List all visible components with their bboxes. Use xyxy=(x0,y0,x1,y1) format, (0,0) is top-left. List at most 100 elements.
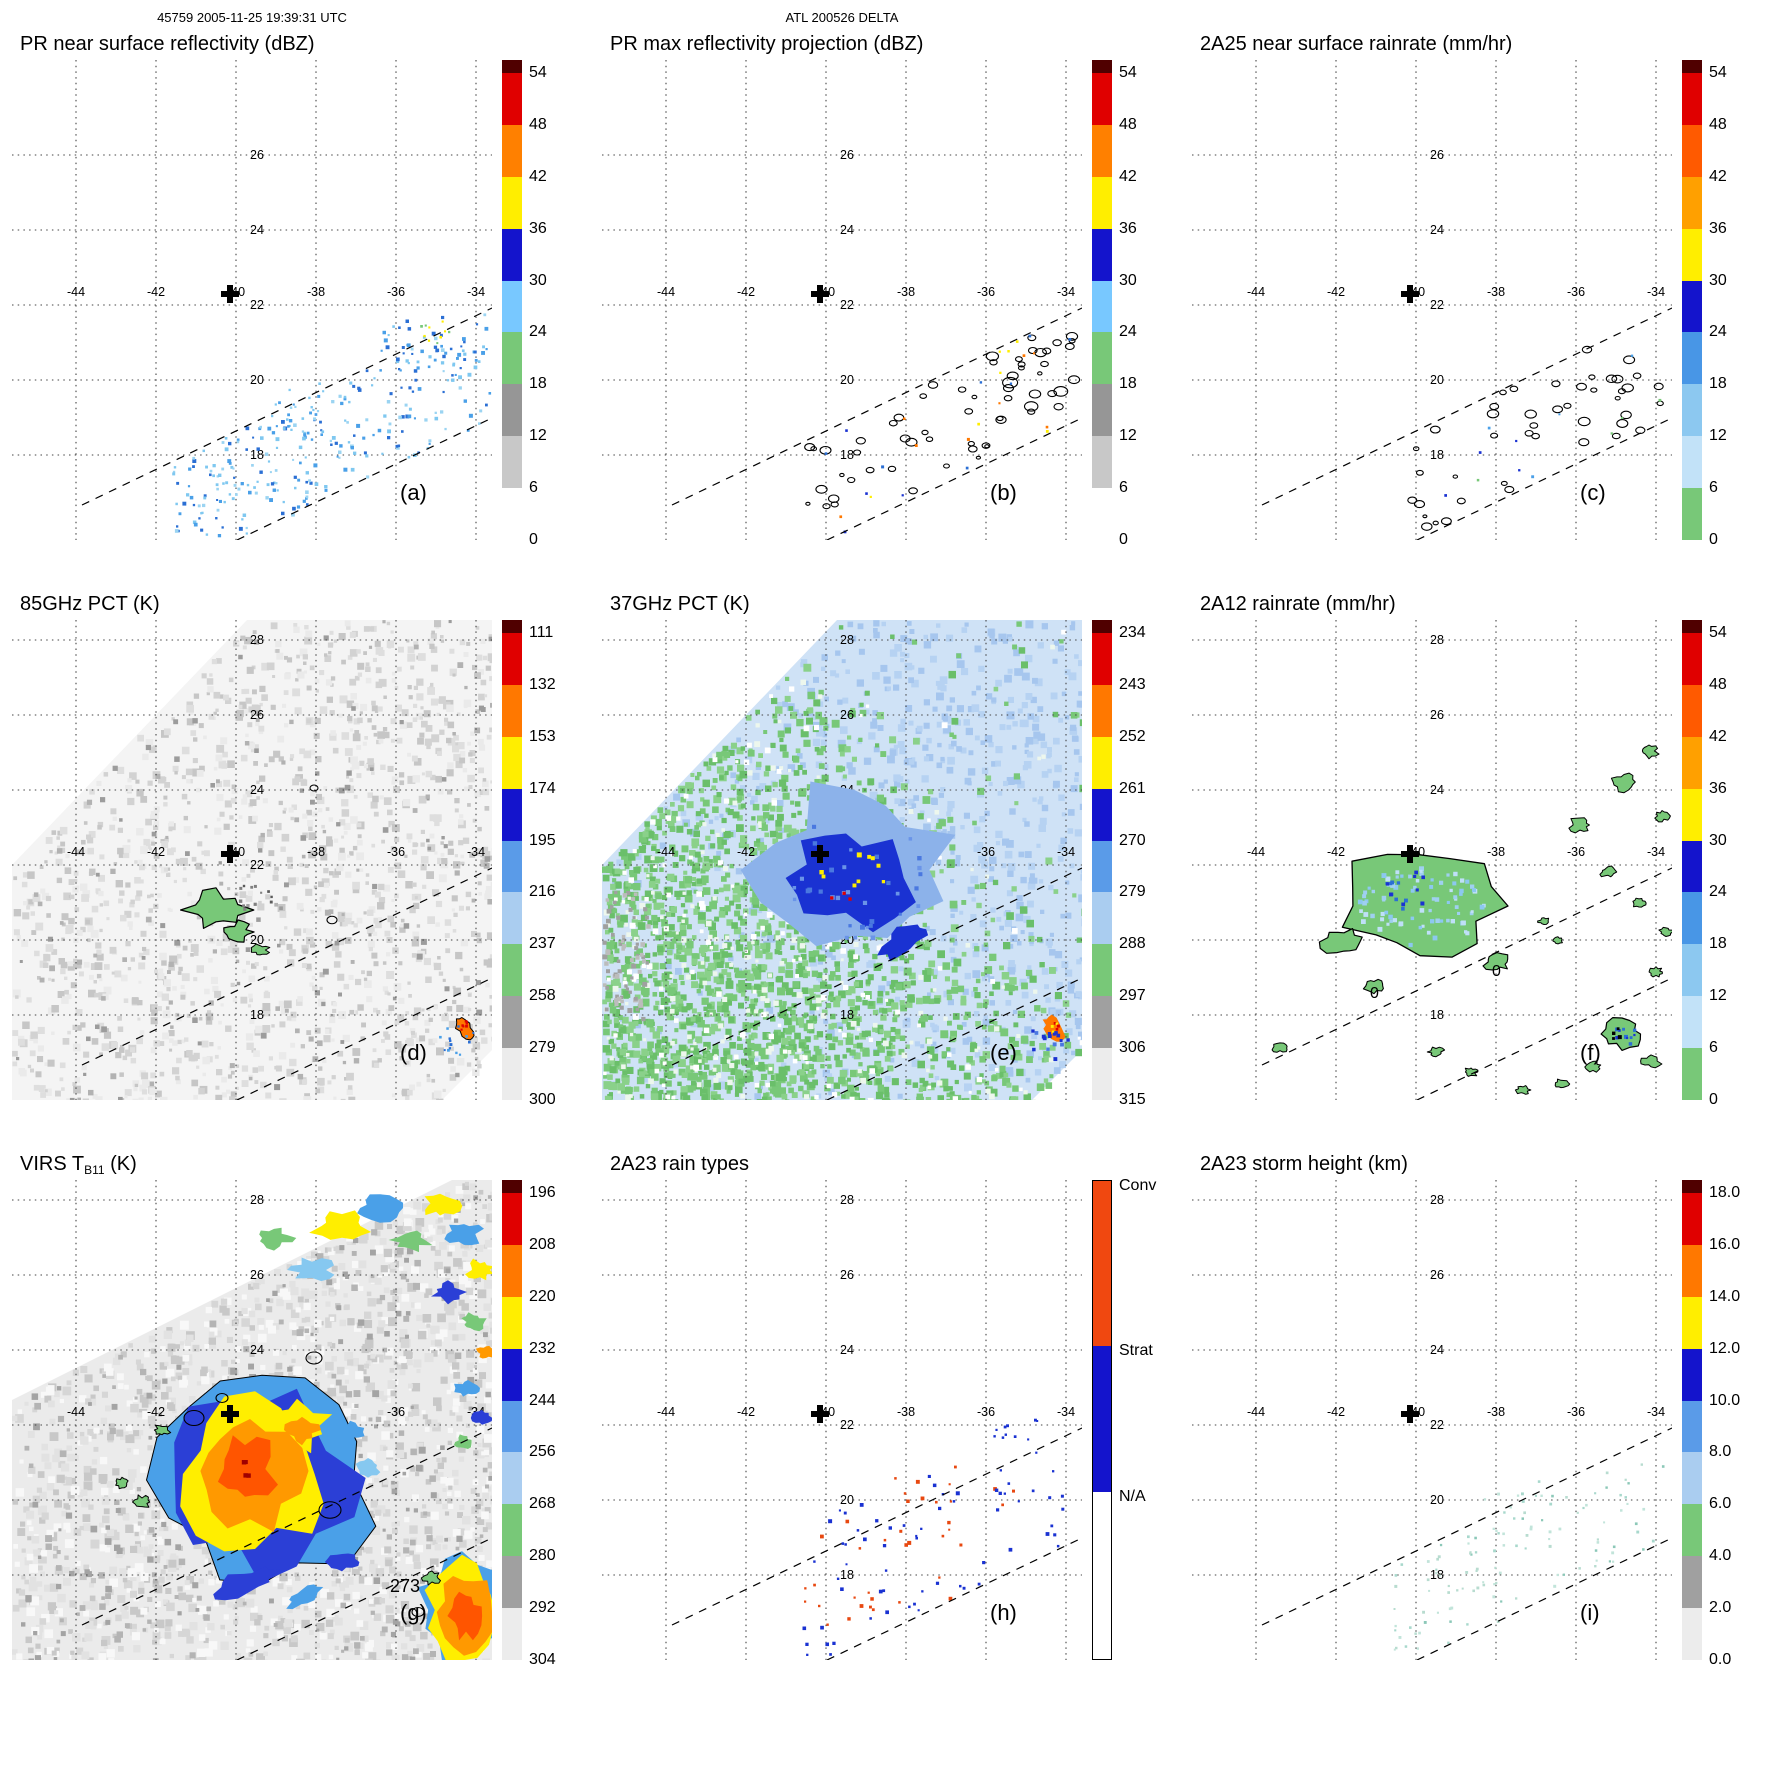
latitude-tick-label: 18 xyxy=(250,448,264,462)
colorbar-segment xyxy=(502,840,522,893)
colorbar-segment xyxy=(1092,124,1112,177)
colorbar-tick-label: 300 xyxy=(529,1091,556,1108)
colorbar-tick-label: 292 xyxy=(529,1599,556,1617)
latitude-tick-label: 20 xyxy=(840,1493,854,1507)
panel-g-title-post: (K) xyxy=(104,1153,137,1175)
longitude-tick-label: -36 xyxy=(387,1405,405,1419)
colorbar-segment xyxy=(1682,620,1702,633)
storm-center-cross xyxy=(221,1405,239,1423)
colorbar-tick-label: 208 xyxy=(529,1235,556,1253)
latitude-tick-label: 18 xyxy=(840,1008,854,1022)
latitude-tick-label: 28 xyxy=(840,1193,854,1207)
colorbar-segment xyxy=(1092,73,1112,125)
longitude-tick-label: -44 xyxy=(1247,285,1265,299)
latitude-tick-label: 26 xyxy=(250,148,264,162)
colorbar-segment xyxy=(1092,176,1112,229)
panel-g-title-sub: B11 xyxy=(84,1163,105,1178)
colorbar-segment xyxy=(502,620,522,633)
colorbar-segment xyxy=(1092,280,1112,333)
colorbar-segment xyxy=(502,384,522,437)
latitude-tick-label: 20 xyxy=(250,933,264,947)
colorbar-bar xyxy=(502,620,522,1100)
latitude-tick-label: 18 xyxy=(840,1568,854,1582)
panel-g-title: VIRS TB11 (K) xyxy=(20,1153,137,1177)
colorbar-tick-label: 54 xyxy=(1119,64,1137,81)
panel-letter: (a) xyxy=(400,480,427,505)
colorbar-segment xyxy=(502,1556,522,1609)
longitude-tick-label: -44 xyxy=(67,285,85,299)
colorbar-tick-label: 6 xyxy=(1119,479,1128,497)
colorbar-segment xyxy=(502,1296,522,1349)
colorbar-category-label: N/A xyxy=(1119,1487,1146,1505)
colorbar-bar xyxy=(1092,1180,1112,1660)
colorbar-segment xyxy=(1682,1244,1702,1297)
longitude-tick-label: -42 xyxy=(147,845,165,859)
colorbar-bar xyxy=(1682,620,1702,1100)
longitude-tick-label: -38 xyxy=(1487,845,1505,859)
latitude-tick-label: 24 xyxy=(1430,783,1444,797)
pr-swath-edge-lines xyxy=(1261,867,1672,1100)
grid-layer xyxy=(12,60,492,540)
latitude-tick-label: 20 xyxy=(1430,1493,1444,1507)
colorbar-tick-label: 0 xyxy=(1119,531,1128,548)
longitude-tick-label: -36 xyxy=(1567,1405,1585,1419)
latitude-tick-label: 18 xyxy=(1430,1568,1444,1582)
colorbar-segment xyxy=(1092,436,1112,489)
pr-swath-edge-lines xyxy=(671,1427,1082,1660)
panel-b-title: PR max reflectivity projection (dBZ) xyxy=(610,33,924,55)
panel-letter: (i) xyxy=(1580,1600,1600,1625)
panel-h-title: 2A23 rain types xyxy=(610,1153,749,1175)
colorbar-tick-label: 306 xyxy=(1119,1039,1146,1057)
colorbar-tick-label: 252 xyxy=(1119,727,1146,745)
colorbar-tick-label: 48 xyxy=(529,115,547,133)
longitude-tick-label: -34 xyxy=(1057,1405,1075,1419)
colorbar-segment xyxy=(502,1348,522,1401)
colorbar-segment xyxy=(1682,436,1702,489)
panel-e: 37GHz PCT (K) -44-42-40-38-36-3418202224… xyxy=(590,586,1180,1146)
colorbar-tick-label: 268 xyxy=(529,1495,556,1513)
grid-layer xyxy=(1192,1180,1672,1660)
colorbar-segment xyxy=(502,436,522,489)
storm-center-cross xyxy=(811,845,829,863)
panel-g: VIRS TB11 (K) -44-42-40-38-36-3418202224… xyxy=(0,1146,590,1706)
colorbar-segment xyxy=(1682,788,1702,841)
colorbar-tick-label: 30 xyxy=(1119,271,1137,289)
colorbar-segment xyxy=(502,1400,522,1453)
panel-g-title-pre: VIRS T xyxy=(20,1153,85,1175)
panel-g-map-wrap: VIRS TB11 (K) -44-42-40-38-36-3418202224… xyxy=(12,1153,492,1660)
panel-f-colorbar: 54 48 42 36 30 24 18 12 6 0 xyxy=(1682,620,1754,1108)
data-layer xyxy=(804,331,1081,534)
panel-i-colorbar: 18.0 16.0 14.0 12.0 10.0 8.0 6.0 4.0 2.0 0.0 xyxy=(1682,1180,1754,1668)
colorbar-tick-label: 12 xyxy=(1709,427,1727,445)
colorbar-tick-label: 18 xyxy=(1119,375,1137,393)
colorbar-segment xyxy=(1682,60,1702,73)
panel-e-map-wrap: 37GHz PCT (K) -44-42-40-38-36-3418202224… xyxy=(602,593,1082,1100)
colorbar-tick-label: 6.0 xyxy=(1709,1495,1732,1513)
colorbar-segment xyxy=(1682,633,1702,685)
longitude-tick-label: -44 xyxy=(657,1405,675,1419)
panel-h: 2A23 rain types -44-42-40-38-36-34182022… xyxy=(590,1146,1180,1706)
latitude-tick-label: 26 xyxy=(1430,708,1444,722)
latitude-tick-label: 28 xyxy=(840,633,854,647)
panel-e-title: 37GHz PCT (K) xyxy=(610,593,750,615)
panel-b: PR max reflectivity projection (dBZ) -44… xyxy=(590,26,1180,586)
colorbar-bar xyxy=(502,60,522,540)
colorbar-tick-label: 244 xyxy=(529,1391,556,1409)
longitude-tick-label: -34 xyxy=(1647,285,1665,299)
storm-center-cross xyxy=(221,845,239,863)
colorbar-tick-label: 54 xyxy=(1709,624,1727,641)
colorbar-tick-label: 0 xyxy=(1709,531,1718,548)
longitude-tick-label: -36 xyxy=(387,285,405,299)
colorbar-segment xyxy=(1682,892,1702,945)
latitude-tick-label: 26 xyxy=(840,148,854,162)
colorbar-segment xyxy=(1092,332,1112,385)
longitude-tick-label: -34 xyxy=(1647,845,1665,859)
longitude-tick-label: -38 xyxy=(897,285,915,299)
colorbar-segment xyxy=(502,280,522,333)
colorbar-segment xyxy=(1092,684,1112,737)
latitude-tick-label: 24 xyxy=(1430,223,1444,237)
data-layer xyxy=(1393,1463,1665,1651)
colorbar-tick-label: 258 xyxy=(529,987,556,1005)
